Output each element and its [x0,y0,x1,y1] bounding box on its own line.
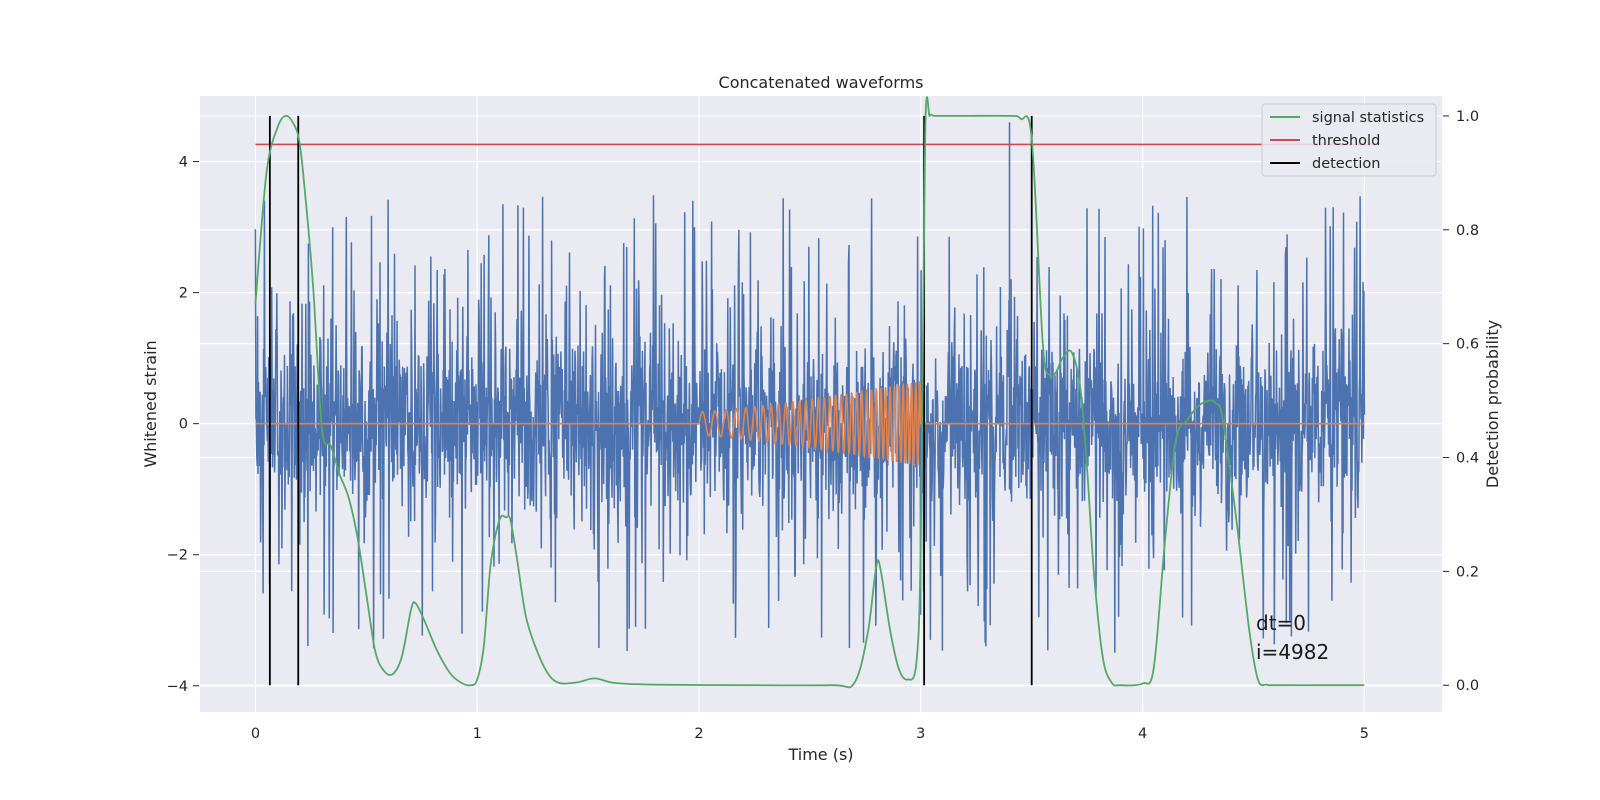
x-tick-label: 5 [1360,726,1369,742]
legend-box [1261,103,1437,177]
chart-title: Concatenated waveforms [719,73,924,92]
injection-series-line [255,381,1365,466]
x-tick-label: 3 [916,726,925,742]
x-tick-label: 2 [694,726,703,742]
y2-tick-label: 0.4 [1456,451,1479,467]
strain-series-line [254,195,1366,653]
annotation-index: i=4982 [1256,640,1329,664]
y-tick-label: 4 [179,155,188,171]
y-tick-label: 2 [179,286,188,302]
x-axis-ticks: 0 1 2 3 4 5 [251,726,1369,742]
y2-axis-ticks: 0.0 0.2 0.4 0.6 0.8 1.0 [1443,109,1479,694]
legend-label-detection: detection [1312,156,1380,172]
y-tick-label: −2 [167,548,188,564]
signal-statistics-line [254,96,1365,689]
x-tick-label: 0 [251,726,260,742]
y2-tick-label: 0.2 [1456,564,1479,580]
legend-label-signal-statistics: signal statistics [1312,110,1424,126]
y-axis-ticks: −4 −2 0 2 4 [167,155,199,695]
y2-tick-label: 1.0 [1456,109,1479,125]
series-layer [254,96,1376,689]
y-axis-label: Whitened strain [141,340,160,467]
legend-label-threshold: threshold [1312,133,1380,149]
annotation-dt: dt=0 [1256,611,1306,635]
y2-tick-label: 0.0 [1456,678,1479,694]
y2-tick-label: 0.6 [1456,337,1479,353]
y2-axis-label: Detection probability [1483,320,1502,488]
x-tick-label: 4 [1138,726,1147,742]
y-tick-label: 0 [179,417,188,433]
y2-tick-label: 0.8 [1456,223,1479,239]
y-tick-label: −4 [167,679,188,695]
legend: signal statistics threshold detection [1261,103,1437,177]
x-axis-label: Time (s) [787,745,853,764]
x-tick-label: 1 [473,726,482,742]
